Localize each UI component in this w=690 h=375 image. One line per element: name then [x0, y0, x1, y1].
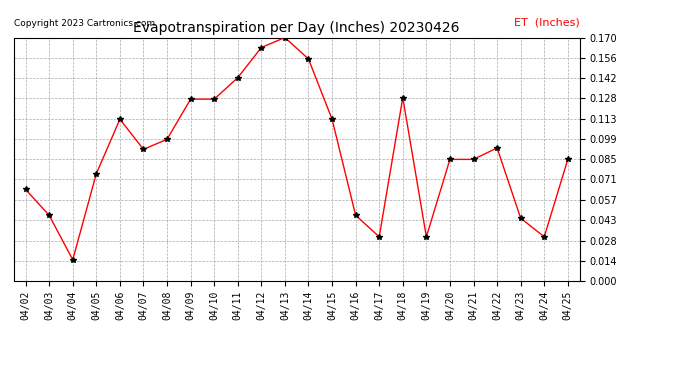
Text: Copyright 2023 Cartronics.com: Copyright 2023 Cartronics.com [14, 19, 155, 28]
Title: Evapotranspiration per Day (Inches) 20230426: Evapotranspiration per Day (Inches) 2023… [133, 21, 460, 35]
Text: ET  (Inches): ET (Inches) [514, 18, 580, 28]
